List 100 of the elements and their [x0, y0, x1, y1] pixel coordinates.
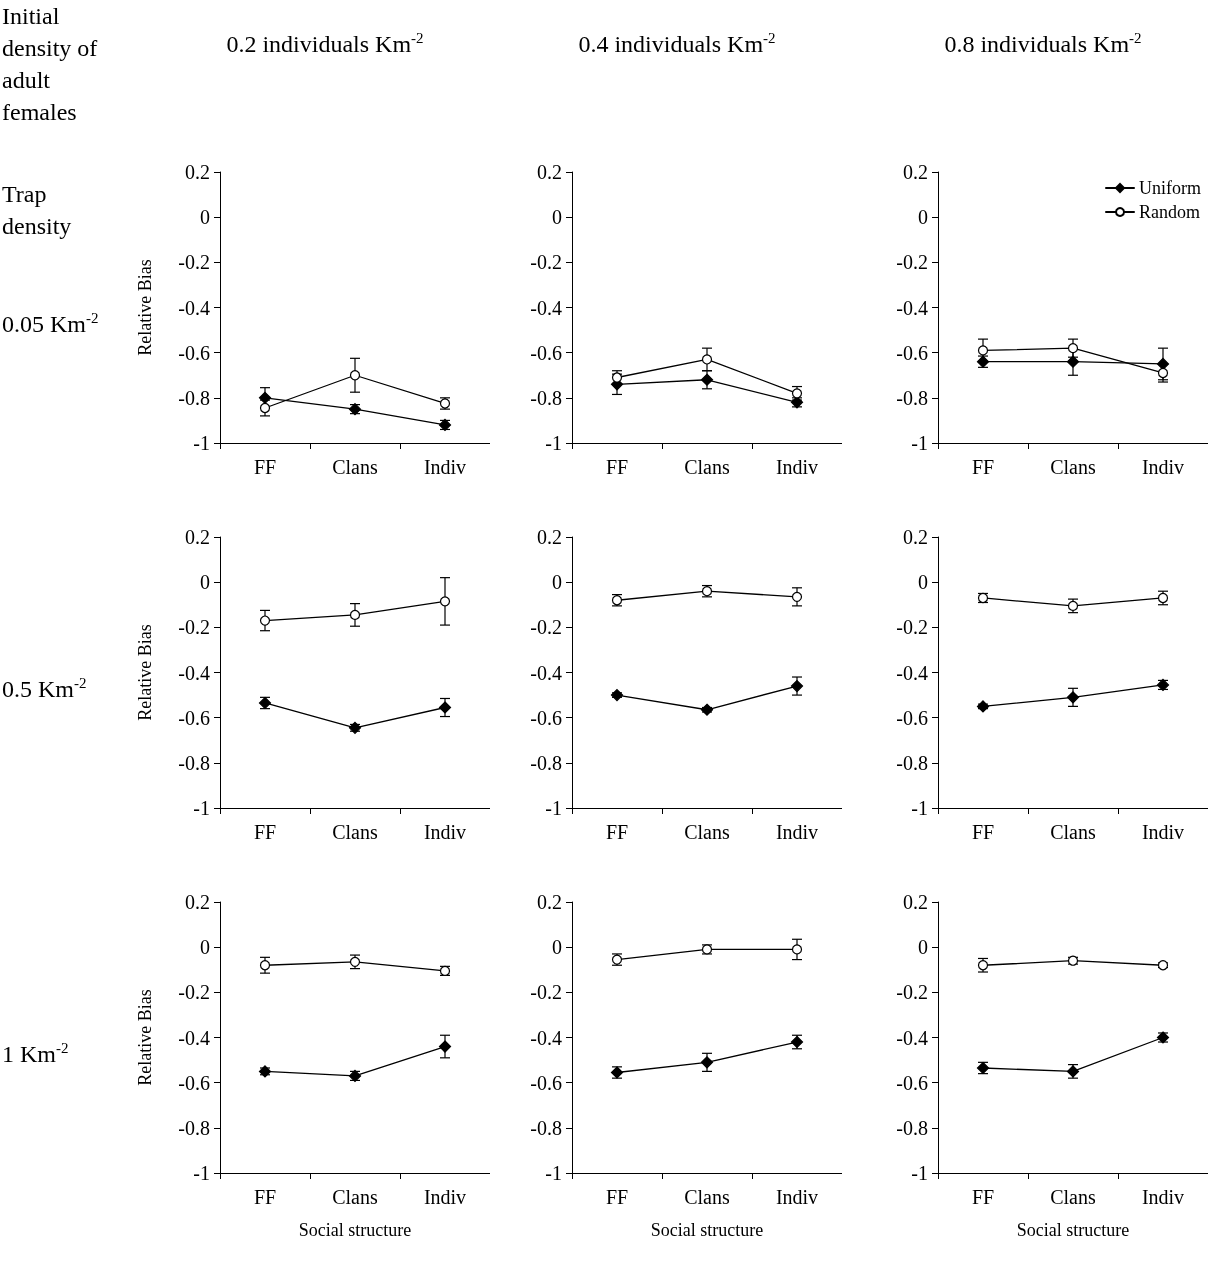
y-tick-label: -0.8	[530, 1116, 562, 1139]
y-tick-label: -0.2	[530, 616, 562, 639]
x-tick-label: FF	[253, 456, 277, 478]
y-tick-label: -0.4	[178, 296, 210, 319]
x-tick-label: Clans	[684, 821, 730, 843]
y-tick-label: -0.6	[178, 341, 210, 364]
x-tick-label: Clans	[1050, 821, 1096, 843]
point	[1067, 343, 1079, 354]
x-tick-label: FF	[253, 1186, 277, 1208]
x-tick-label: Indiv	[1141, 456, 1185, 478]
y-tick-label: -0.6	[530, 1071, 562, 1094]
text: Trap density	[2, 180, 73, 241]
y-tick-label: -0.8	[530, 386, 562, 409]
text: 1 Km$^{-2}$	[2, 1039, 70, 1069]
point	[701, 354, 713, 365]
point	[791, 591, 803, 602]
y-tick-label: 0.2	[185, 526, 210, 548]
chart-title: 0.8 individuals Km$^{-2}$	[943, 30, 1143, 58]
y-tick-label: -0.2	[530, 251, 562, 274]
point	[259, 615, 271, 626]
x-tick-label: Clans	[1050, 1186, 1096, 1208]
point	[791, 944, 803, 955]
x-tick-label: FF	[605, 821, 629, 843]
y-tick-label: 0	[918, 571, 928, 594]
y-tick-label: -0.8	[530, 751, 562, 774]
x-tick-label: FF	[971, 1186, 995, 1208]
x-tick-label: Clans	[684, 456, 730, 478]
text: 0.5 Km$^{-2}$	[2, 674, 88, 704]
x-tick-label: Clans	[332, 456, 378, 478]
y-tick-label: -0.4	[178, 1026, 210, 1049]
y-tick-label: 0	[200, 571, 210, 594]
x-tick-label: Clans	[332, 821, 378, 843]
y-tick-label: -0.2	[178, 981, 210, 1004]
y-tick-label: -0.6	[896, 1071, 928, 1094]
point	[700, 373, 714, 386]
x-tick-label: Indiv	[423, 821, 467, 843]
x-axis-title: Social structure	[298, 1220, 412, 1240]
y-tick-label: -0.8	[178, 1116, 210, 1139]
x-tick-label: FF	[971, 456, 995, 478]
y-tick-label: -0.6	[896, 706, 928, 729]
y-tick-label: -0.2	[530, 981, 562, 1004]
y-tick-label: -1	[911, 797, 928, 819]
y-tick-label: 0.2	[537, 161, 562, 183]
y-tick-label: -1	[193, 797, 210, 819]
y-tick-label: -0.8	[178, 751, 210, 774]
x-tick-label: FF	[605, 1186, 629, 1208]
point	[349, 609, 361, 621]
legend-label: Random	[1139, 202, 1201, 222]
y-tick-label: -0.2	[178, 616, 210, 639]
point	[610, 688, 624, 702]
text: 0.05 Km$^{-2}$	[2, 309, 100, 339]
y-tick-label: 0	[918, 936, 928, 959]
y-tick-label: 0.2	[903, 526, 928, 548]
y-tick-label: -0.6	[530, 341, 562, 364]
y-tick-label: -1	[545, 797, 562, 819]
x-tick-label: Indiv	[775, 1186, 819, 1208]
point	[1156, 357, 1170, 371]
x-tick-label: Indiv	[423, 456, 467, 478]
x-tick-label: Clans	[684, 1186, 730, 1208]
x-axis-title: Social structure	[650, 1220, 764, 1240]
y-tick-label: -0.4	[178, 661, 210, 684]
y-tick-label: 0.2	[903, 891, 928, 913]
y-tick-label: -0.4	[896, 296, 928, 319]
legend-label: Uniform	[1139, 178, 1202, 198]
point	[258, 391, 272, 404]
point	[977, 345, 989, 356]
y-tick-label: -1	[545, 1162, 562, 1184]
x-tick-label: FF	[605, 456, 629, 478]
point	[259, 960, 271, 971]
y-axis-title: Relative Bias	[135, 989, 155, 1086]
y-tick-label: -0.8	[896, 386, 928, 409]
y-tick-label: 0	[200, 206, 210, 229]
y-tick-label: -1	[911, 432, 928, 454]
y-axis-title: Relative Bias	[135, 259, 155, 356]
point	[700, 1056, 714, 1069]
y-tick-label: 0	[552, 936, 562, 959]
y-tick-label: -0.2	[896, 251, 928, 274]
point	[349, 370, 361, 381]
y-tick-label: -0.6	[178, 706, 210, 729]
y-tick-label: -1	[193, 432, 210, 454]
y-tick-label: 0.2	[185, 891, 210, 913]
x-tick-label: Indiv	[423, 1186, 467, 1208]
point	[1066, 691, 1080, 704]
point	[1066, 355, 1080, 368]
y-tick-label: -0.2	[896, 616, 928, 639]
y-tick-label: 0	[918, 206, 928, 229]
y-tick-label: 0	[200, 936, 210, 959]
x-axis-title: Social structure	[1016, 1220, 1130, 1240]
y-tick-label: -0.4	[896, 661, 928, 684]
y-tick-label: 0.2	[537, 891, 562, 913]
x-tick-label: Indiv	[775, 821, 819, 843]
y-tick-label: -0.8	[896, 1116, 928, 1139]
x-tick-label: FF	[971, 821, 995, 843]
y-tick-label: 0.2	[185, 161, 210, 183]
y-tick-label: -0.6	[178, 1071, 210, 1094]
chart-title: 0.2 individuals Km$^{-2}$	[225, 30, 425, 58]
y-tick-label: -1	[911, 1162, 928, 1184]
point	[1157, 367, 1169, 379]
point	[438, 701, 452, 714]
y-tick-label: -0.6	[530, 706, 562, 729]
